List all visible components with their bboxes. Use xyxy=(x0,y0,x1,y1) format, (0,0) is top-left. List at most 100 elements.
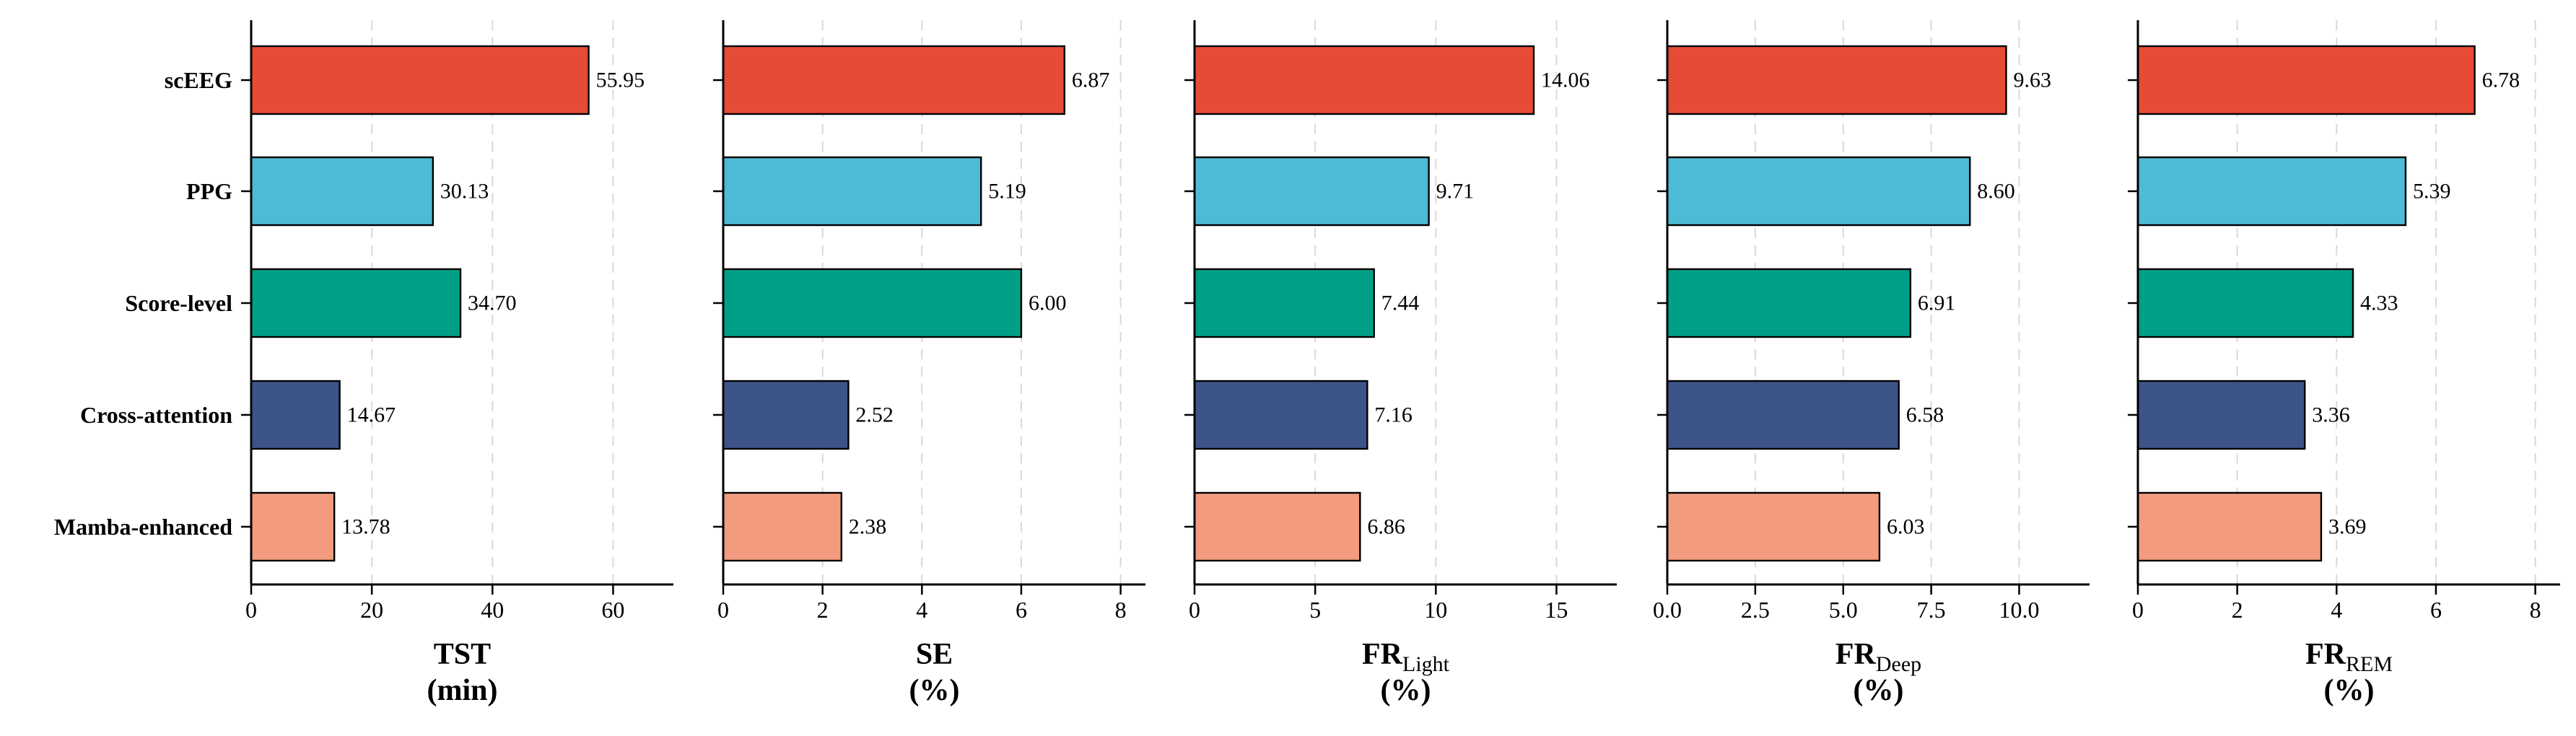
value-label: 2.52 xyxy=(855,403,894,427)
value-label: 9.63 xyxy=(2013,69,2051,92)
bar-score-level xyxy=(722,268,1023,338)
value-label: 30.13 xyxy=(440,180,489,203)
chart-panel-4: 9.63 8.60 6.91 6.58 6.03 0.0 2.5 5.0 7.5 10.0 FRDe… xyxy=(1653,20,2090,707)
x-tick-label: 2 xyxy=(2232,597,2243,623)
bar-score-level xyxy=(1666,268,1912,338)
x-axis-title-subscript: Deep xyxy=(1876,652,1921,676)
bar-sceeg xyxy=(722,45,1066,115)
bar-ppg xyxy=(1666,156,1971,227)
x-tick-label: 5.0 xyxy=(1829,597,1858,623)
x-tick-label: 6 xyxy=(1016,597,1027,623)
x-tick-label: 0 xyxy=(717,597,729,623)
bar-ppg xyxy=(2136,156,2407,227)
chart-panel-1: 55.95 scEEG 30.13 PPG 34.70 Score-level 14.67 C… xyxy=(54,20,673,707)
bar-mamba-enhanced xyxy=(1666,491,1881,562)
x-axis-unit: (%) xyxy=(1854,674,1904,707)
x-axis-title: TST xyxy=(434,638,491,671)
chart-panel-2: 6.87 5.19 6.00 2.52 2.38 0 2 4 6 8 SE(%) xyxy=(713,20,1145,707)
x-axis-unit: (%) xyxy=(1381,674,1431,707)
x-axis-unit: (%) xyxy=(2324,674,2375,707)
bar-score-level xyxy=(1193,268,1375,338)
bar-ppg xyxy=(250,156,435,227)
x-tick-label: 60 xyxy=(601,597,624,623)
bar-mamba-enhanced xyxy=(250,491,336,562)
bar-mamba-enhanced xyxy=(2136,491,2323,562)
x-tick-label: 4 xyxy=(916,597,927,623)
chart-panel-3: 14.06 9.71 7.44 7.16 6.86 0 5 10 15 FRLight(%) xyxy=(1184,20,1617,707)
x-tick-label: 2 xyxy=(817,597,829,623)
value-label: 3.36 xyxy=(2312,403,2350,427)
value-label: 6.03 xyxy=(1887,515,1925,539)
value-label: 2.38 xyxy=(849,515,887,539)
x-tick-label: 20 xyxy=(360,597,383,623)
x-axis-title: FRREM xyxy=(2305,638,2393,676)
value-label: 9.71 xyxy=(1436,180,1475,203)
bar-score-level xyxy=(2136,268,2354,338)
category-label: Score-level xyxy=(125,290,232,316)
x-axis-unit: (min) xyxy=(427,674,498,707)
x-axis-title-main: FR xyxy=(1362,638,1403,671)
value-label: 6.86 xyxy=(1367,515,1405,539)
x-axis-title-main: TST xyxy=(434,638,491,671)
bar-ppg xyxy=(1193,156,1430,227)
category-label: scEEG xyxy=(165,67,232,93)
x-axis-title-subscript: Light xyxy=(1402,652,1450,676)
x-axis-title-main: SE xyxy=(916,638,953,671)
x-tick-label: 0 xyxy=(1189,597,1200,623)
bar-cross-attention xyxy=(1666,380,1900,450)
x-tick-label: 40 xyxy=(481,597,504,623)
value-label: 6.87 xyxy=(1072,69,1110,92)
category-label: Cross-attention xyxy=(80,402,232,428)
category-label: PPG xyxy=(186,178,232,204)
bar-sceeg xyxy=(250,45,590,115)
value-label: 14.06 xyxy=(1541,69,1590,92)
value-label: 8.60 xyxy=(1977,180,2015,203)
value-label: 5.39 xyxy=(2413,180,2451,203)
value-label: 4.33 xyxy=(2360,292,2398,315)
bar-cross-attention xyxy=(2136,380,2306,450)
x-tick-label: 2.5 xyxy=(1741,597,1770,623)
x-tick-label: 4 xyxy=(2331,597,2342,623)
value-label: 6.00 xyxy=(1029,292,1067,315)
bar-score-level xyxy=(250,268,462,338)
value-label: 6.58 xyxy=(1906,403,1944,427)
x-tick-label: 8 xyxy=(2530,597,2541,623)
value-label: 7.16 xyxy=(1374,403,1413,427)
bar-cross-attention xyxy=(250,380,341,450)
value-label: 6.78 xyxy=(2482,69,2520,92)
value-label: 34.70 xyxy=(468,292,517,315)
value-label: 14.67 xyxy=(347,403,396,427)
bar-mamba-enhanced xyxy=(1193,491,1361,562)
x-tick-label: 0 xyxy=(2132,597,2144,623)
category-label: Mamba-enhanced xyxy=(54,514,232,540)
bar-sceeg xyxy=(1193,45,1535,115)
chart-panel-5: 6.78 5.39 4.33 3.36 3.69 0 2 4 6 8 FRREM(%) xyxy=(2128,20,2560,707)
x-axis-title: FRDeep xyxy=(1835,638,1921,676)
x-tick-label: 5 xyxy=(1309,597,1321,623)
bar-cross-attention xyxy=(722,380,850,450)
value-label: 13.78 xyxy=(341,515,390,539)
x-tick-label: 0.0 xyxy=(1653,597,1682,623)
bar-sceeg xyxy=(1666,45,2007,115)
value-label: 6.91 xyxy=(1918,292,1956,315)
x-axis-title: SE xyxy=(916,638,953,671)
x-tick-label: 10 xyxy=(1424,597,1447,623)
x-tick-label: 7.5 xyxy=(1917,597,1946,623)
x-axis-unit: (%) xyxy=(909,674,960,707)
value-label: 5.19 xyxy=(988,180,1026,203)
x-axis-title-main: FR xyxy=(2305,638,2346,671)
x-tick-label: 15 xyxy=(1545,597,1568,623)
x-axis-title-main: FR xyxy=(1835,638,1877,671)
value-label: 55.95 xyxy=(596,69,645,92)
x-tick-label: 6 xyxy=(2430,597,2442,623)
bar-mamba-enhanced xyxy=(722,491,843,562)
value-label: 3.69 xyxy=(2328,515,2367,539)
value-label: 7.44 xyxy=(1381,292,1420,315)
bar-cross-attention xyxy=(1193,380,1368,450)
bar-ppg xyxy=(722,156,982,227)
x-tick-label: 10.0 xyxy=(1999,597,2040,623)
x-axis-title-subscript: REM xyxy=(2346,652,2393,676)
bar-sceeg xyxy=(2136,45,2476,115)
x-axis-title: FRLight xyxy=(1362,638,1450,676)
